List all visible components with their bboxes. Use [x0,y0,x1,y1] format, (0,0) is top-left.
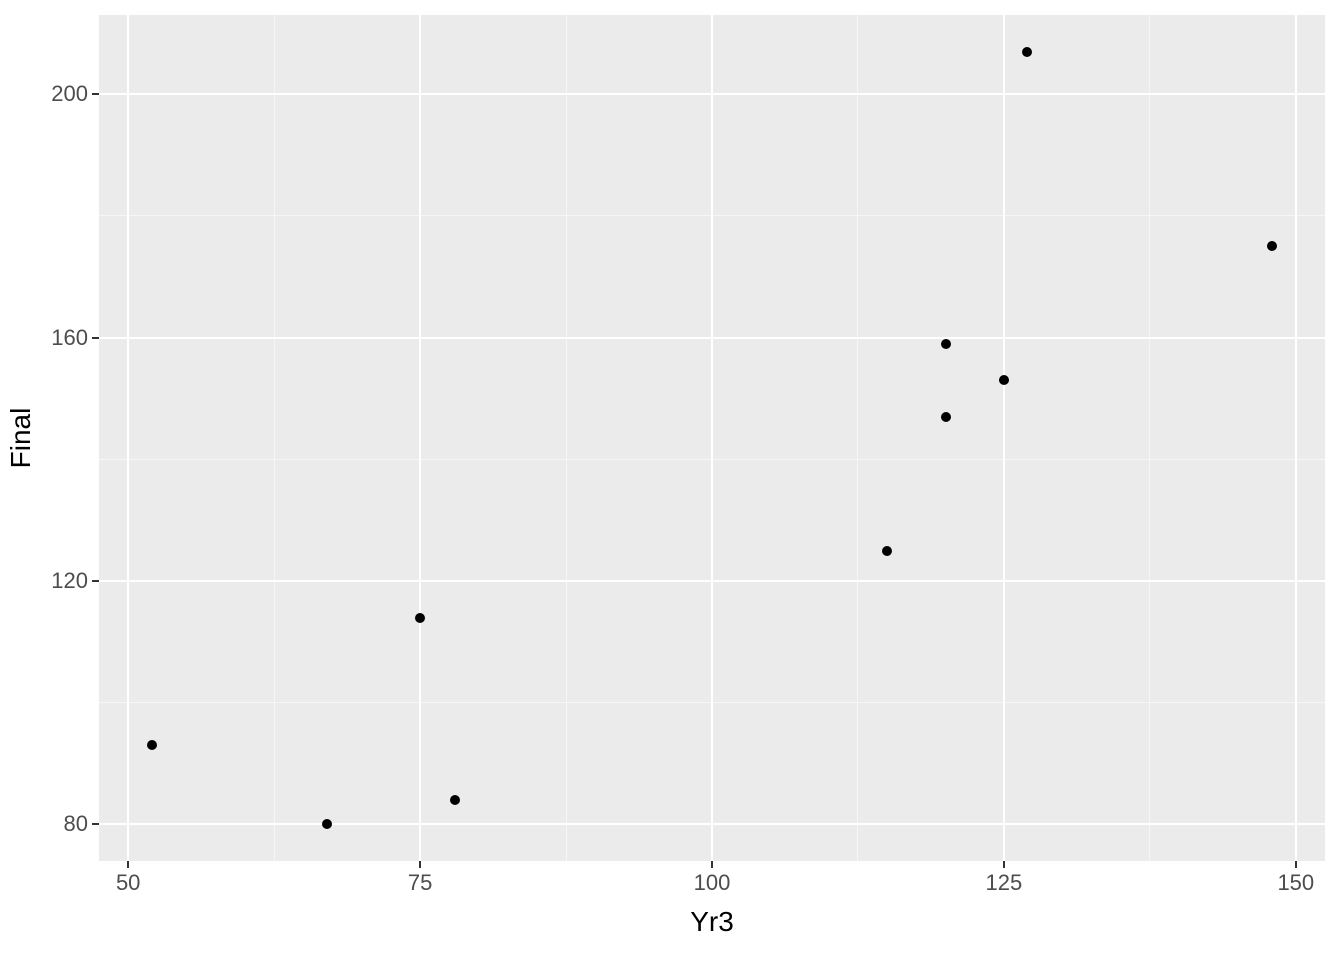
x-tick-label: 75 [408,870,432,896]
x-tick-mark [711,861,713,868]
x-axis-title: Yr3 [690,906,734,938]
y-tick-mark [92,580,99,582]
y-axis-title: Final [5,408,37,469]
grid-major-vertical [127,15,129,861]
data-point [1022,47,1032,57]
grid-major-horizontal [99,823,1325,825]
grid-major-vertical [711,15,713,861]
data-point [882,546,892,556]
data-point [941,412,951,422]
grid-minor-vertical [857,15,858,861]
y-tick-label: 80 [64,811,88,837]
data-point [322,819,332,829]
grid-major-horizontal [99,580,1325,582]
data-point [450,795,460,805]
y-tick-label: 160 [51,325,88,351]
y-tick-label: 120 [51,568,88,594]
grid-minor-vertical [1149,15,1150,861]
y-tick-mark [92,823,99,825]
data-point [415,613,425,623]
y-tick-label: 200 [51,81,88,107]
x-tick-label: 125 [986,870,1023,896]
grid-major-vertical [1003,15,1005,861]
x-tick-mark [1003,861,1005,868]
y-tick-mark [92,337,99,339]
scatter-chart: 50 75 100 125 150 80 120 160 200 Yr3 Final [0,0,1344,960]
x-tick-mark [127,861,129,868]
x-tick-mark [419,861,421,868]
data-point [941,339,951,349]
grid-minor-vertical [566,15,567,861]
grid-major-horizontal [99,337,1325,339]
x-tick-label: 150 [1277,870,1314,896]
x-tick-mark [1295,861,1297,868]
grid-major-horizontal [99,93,1325,95]
grid-minor-vertical [274,15,275,861]
data-point [1267,241,1277,251]
data-point [147,740,157,750]
grid-major-vertical [1295,15,1297,861]
data-point [999,375,1009,385]
grid-major-vertical [419,15,421,861]
y-tick-mark [92,93,99,95]
x-tick-label: 50 [116,870,140,896]
x-tick-label: 100 [694,870,731,896]
